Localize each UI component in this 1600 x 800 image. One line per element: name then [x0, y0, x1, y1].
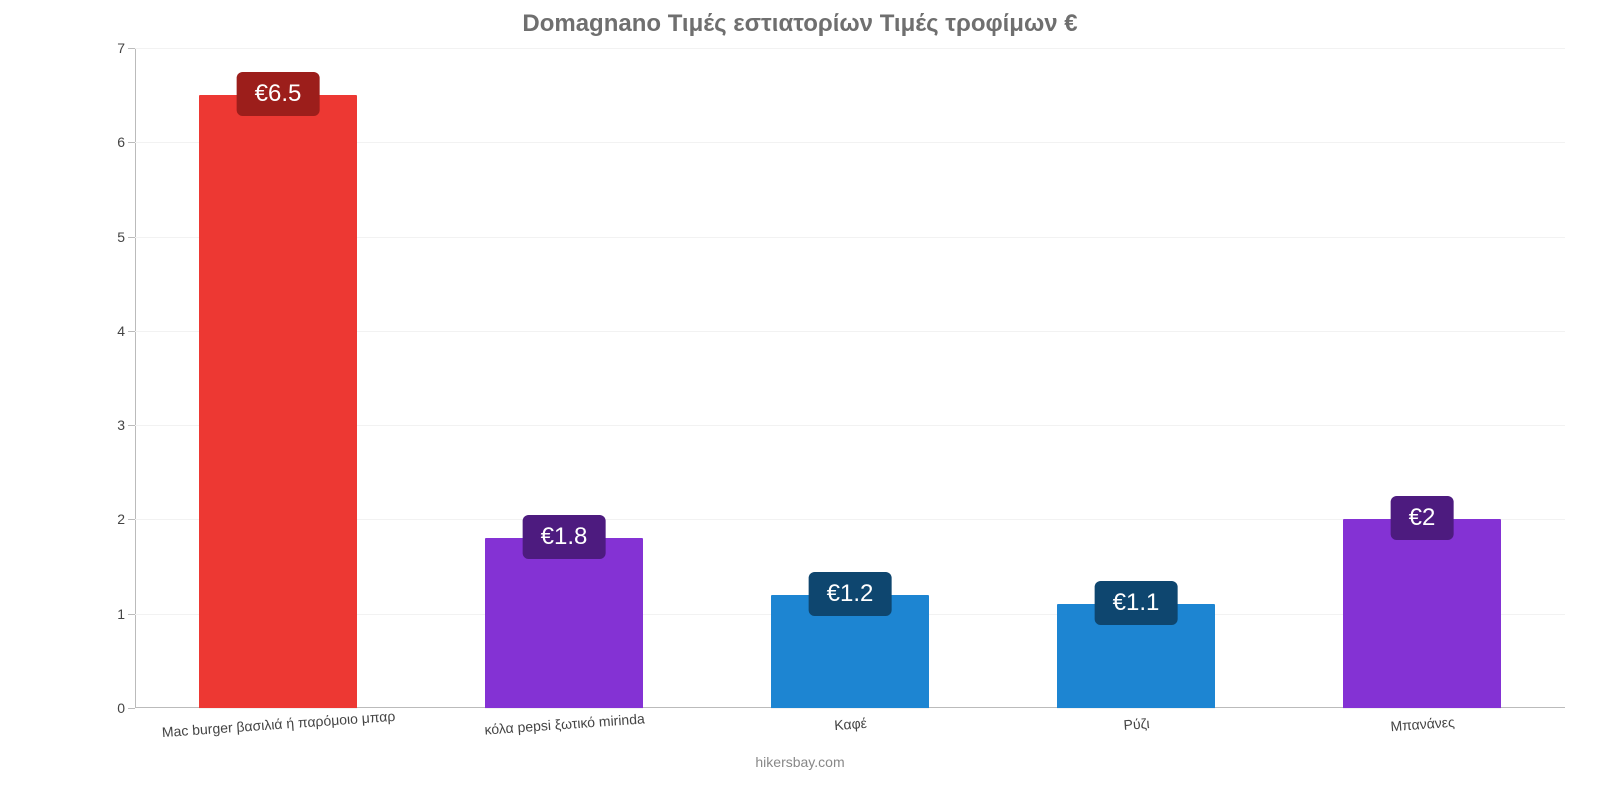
value-label: €1.1 [1095, 581, 1178, 625]
bar-slot: €6.5 [135, 48, 421, 708]
bar [1343, 519, 1500, 708]
bar-slot: €2 [1279, 48, 1565, 708]
y-tick-label: 2 [117, 511, 135, 527]
x-tick-label: κόλα pepsi ξωτικό mirinda [484, 710, 645, 737]
y-tick-label: 3 [117, 417, 135, 433]
y-tick-label: 6 [117, 134, 135, 150]
bar-slot: €1.2 [707, 48, 993, 708]
x-tick-label: Καφέ [834, 715, 868, 733]
x-tick-label: Ρύζι [1123, 715, 1150, 733]
plot-area: 01234567 €6.5€1.8€1.2€1.1€2 [135, 48, 1565, 708]
y-tick-label: 7 [117, 40, 135, 56]
chart-container: Domagnano Τιμές εστιατορίων Τιμές τροφίμ… [0, 0, 1600, 800]
y-tick-label: 5 [117, 229, 135, 245]
value-label: €1.8 [523, 515, 606, 559]
bar [199, 95, 356, 708]
value-label: €2 [1391, 496, 1454, 540]
bar-slot: €1.8 [421, 48, 707, 708]
attribution-text: hikersbay.com [755, 754, 844, 770]
chart-title: Domagnano Τιμές εστιατορίων Τιμές τροφίμ… [0, 0, 1600, 38]
y-tick-label: 1 [117, 606, 135, 622]
y-tick-label: 0 [117, 700, 135, 716]
value-label: €6.5 [237, 72, 320, 116]
bar-slot: €1.1 [993, 48, 1279, 708]
x-tick-label: Mac burger βασιλιά ή παρόμοιο μπαρ [161, 708, 395, 740]
bar [485, 538, 642, 708]
bars-group: €6.5 €1.8 €1.2 €1.1 €2 [135, 48, 1565, 708]
y-tick-label: 4 [117, 323, 135, 339]
value-label: €1.2 [809, 572, 892, 616]
x-tick-label: Μπανάνες [1390, 714, 1455, 734]
